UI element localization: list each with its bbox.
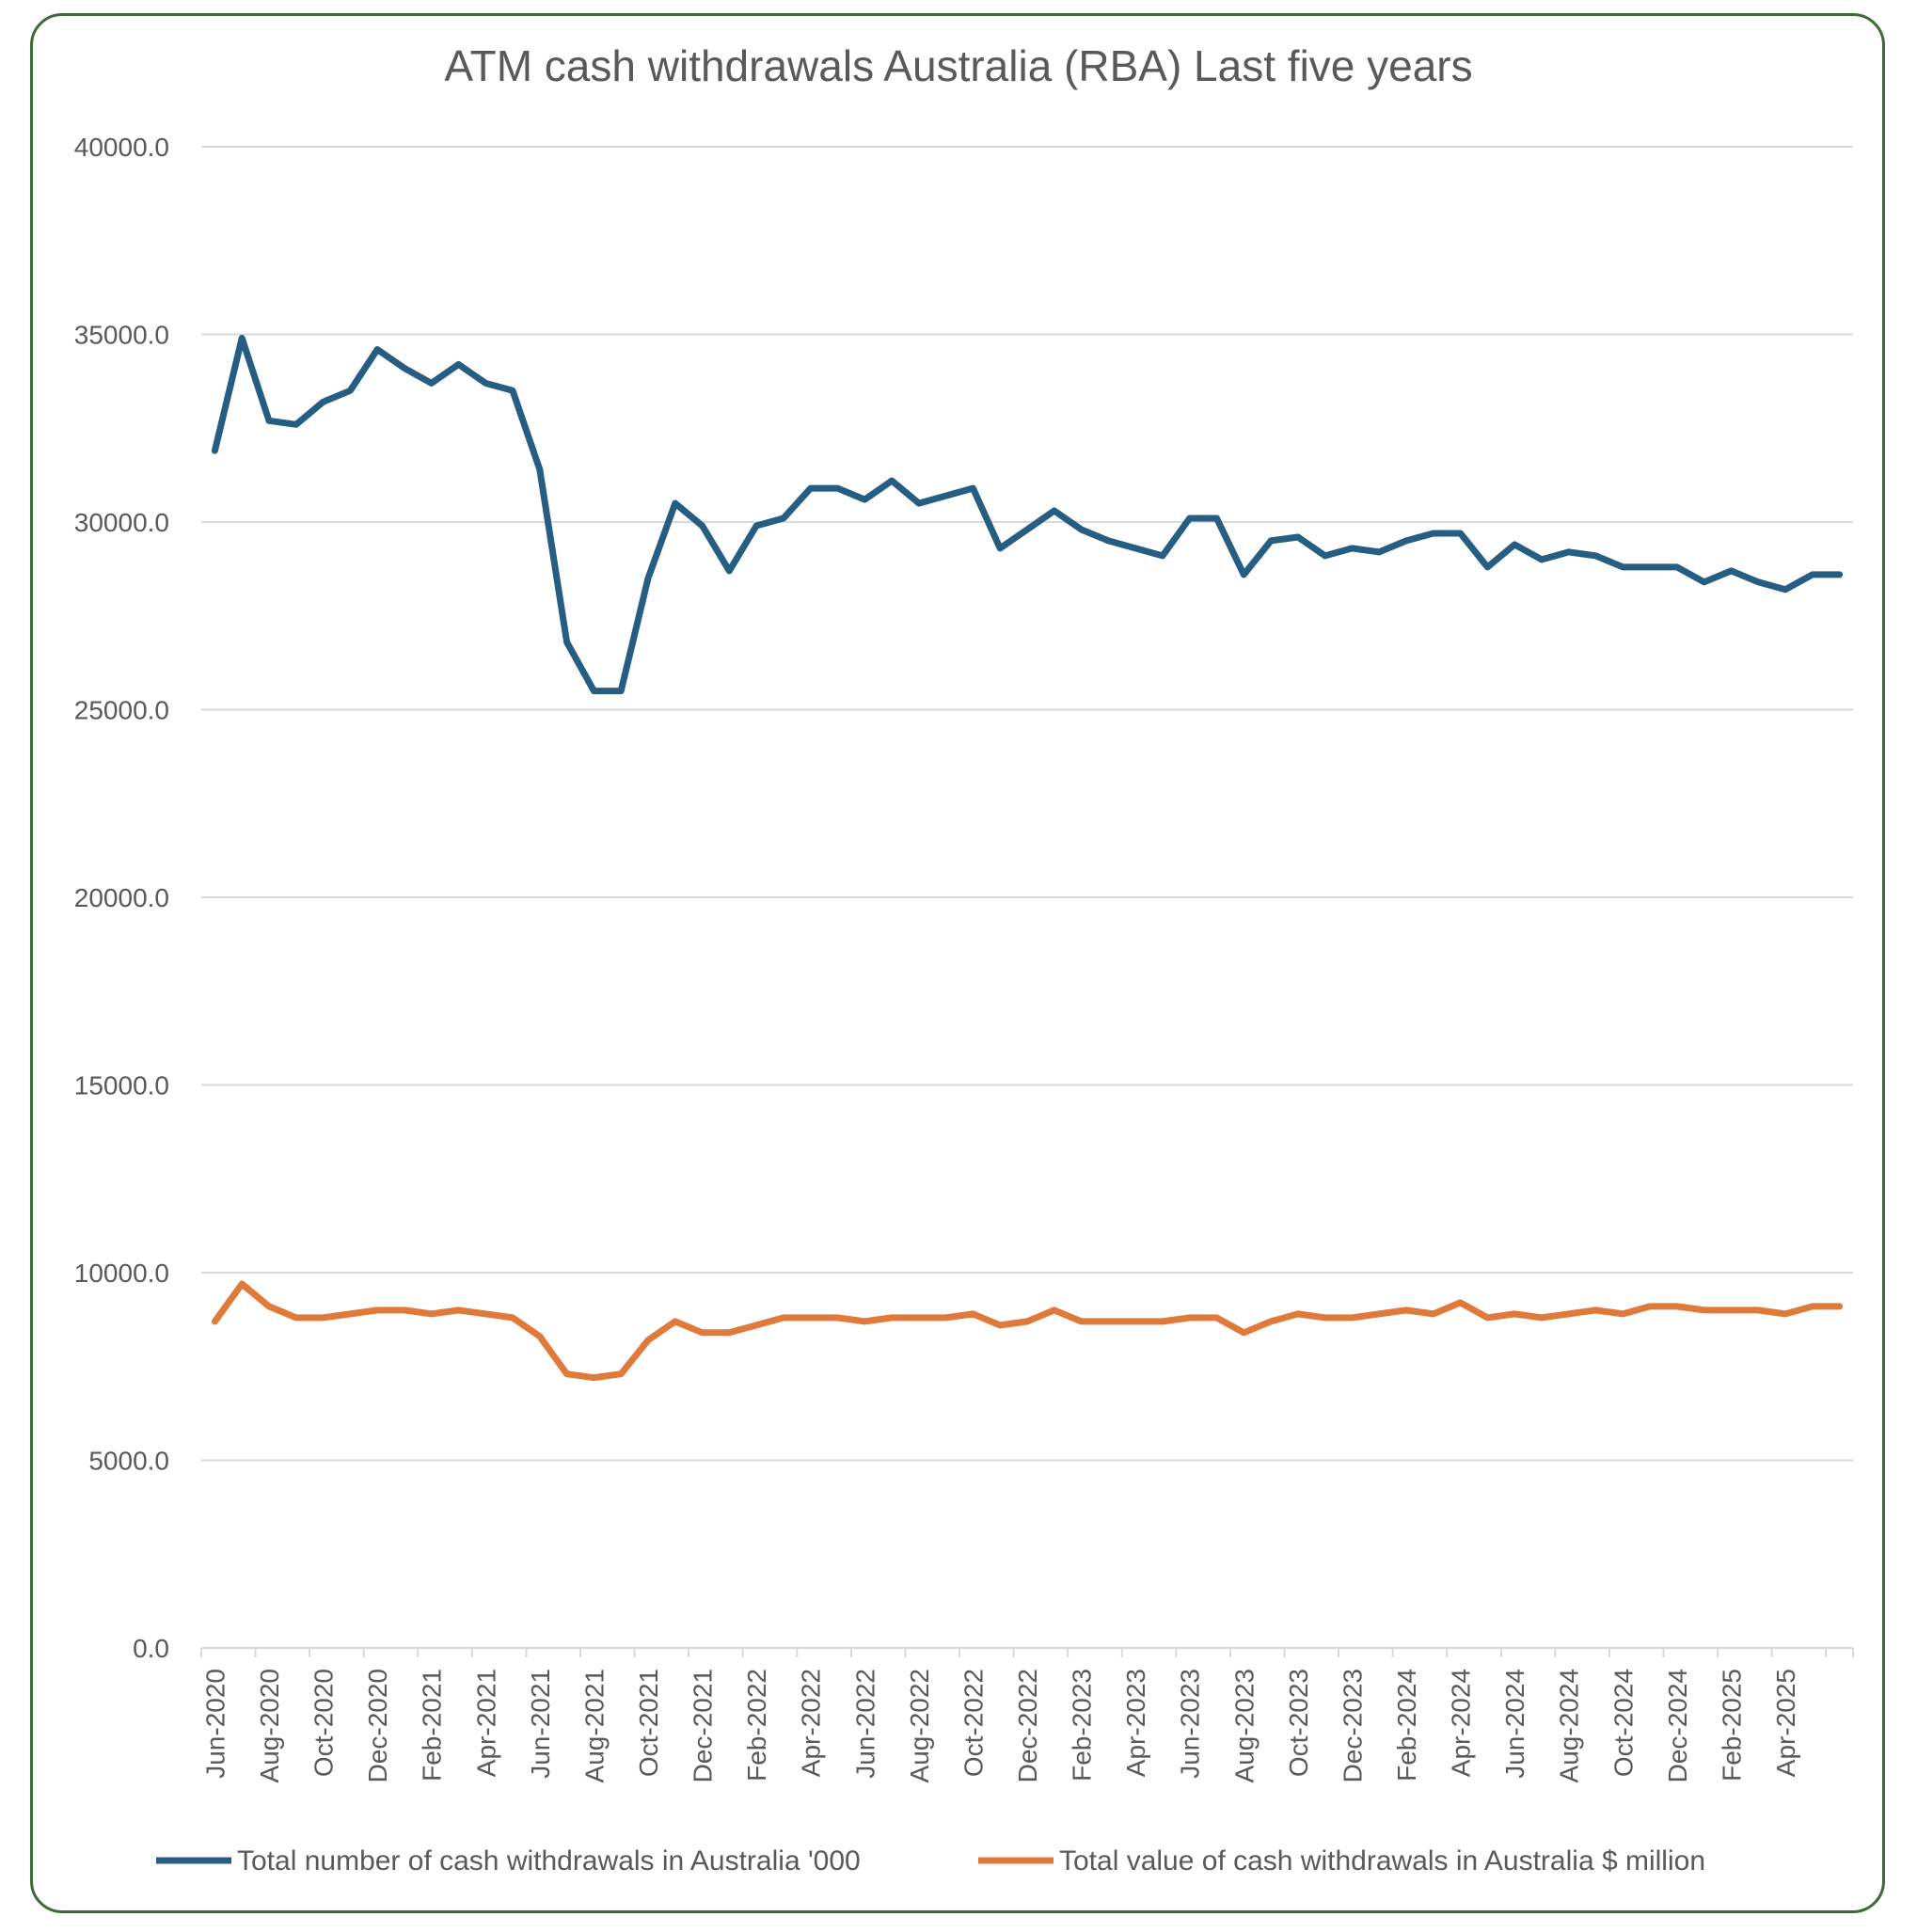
x-tick-label: Apr-2025 bbox=[1771, 1669, 1800, 1777]
series-line-value bbox=[211, 1280, 1844, 1382]
x-tick-label: Dec-2020 bbox=[363, 1669, 392, 1782]
legend-label: Total number of cash withdrawals in Aust… bbox=[237, 1845, 861, 1877]
y-tick-label: 15000.0 bbox=[74, 1071, 169, 1101]
x-tick-label: Jun-2020 bbox=[200, 1669, 230, 1779]
x-tick-label: Oct-2023 bbox=[1284, 1669, 1313, 1777]
y-tick-label: 0.0 bbox=[133, 1634, 169, 1663]
x-tick-label: Oct-2024 bbox=[1608, 1669, 1638, 1777]
x-tick-label: Oct-2022 bbox=[958, 1669, 988, 1777]
y-tick-label: 10000.0 bbox=[74, 1259, 169, 1288]
x-tick-label: Oct-2021 bbox=[634, 1669, 663, 1777]
x-tick-label: Jun-2023 bbox=[1176, 1669, 1205, 1779]
x-tick-label: Dec-2023 bbox=[1338, 1669, 1367, 1782]
x-tick-label: Feb-2025 bbox=[1717, 1669, 1746, 1782]
gridlines bbox=[200, 146, 1854, 1657]
legend: Total number of cash withdrawals in Aust… bbox=[156, 1845, 1705, 1877]
x-tick-label: Apr-2024 bbox=[1447, 1669, 1476, 1777]
x-tick-label: Aug-2021 bbox=[579, 1669, 609, 1782]
chart-frame bbox=[30, 13, 1885, 1913]
x-tick-label: Apr-2023 bbox=[1121, 1669, 1150, 1777]
chart-title: ATM cash withdrawals Australia (RBA) Las… bbox=[444, 41, 1472, 90]
legend-label: Total value of cash withdrawals in Austr… bbox=[1059, 1845, 1705, 1877]
x-tick-label: Aug-2022 bbox=[905, 1669, 934, 1782]
x-tick-label: Jun-2022 bbox=[850, 1669, 879, 1779]
y-tick-label: 5000.0 bbox=[88, 1447, 169, 1476]
x-tick-label: Jun-2021 bbox=[526, 1669, 555, 1779]
y-tick-label: 35000.0 bbox=[74, 321, 169, 350]
x-tick-label: Jun-2024 bbox=[1500, 1669, 1529, 1779]
series-lines bbox=[211, 335, 1844, 1382]
x-tick-label: Oct-2020 bbox=[309, 1669, 339, 1777]
y-axis-ticks: 0.0 5000.0 10000.0 15000.0 20000.0 25000.0 300… bbox=[74, 133, 169, 1663]
y-tick-label: 40000.0 bbox=[74, 133, 169, 162]
x-tick-label: Feb-2024 bbox=[1392, 1669, 1421, 1782]
x-tick-label: Aug-2023 bbox=[1229, 1669, 1259, 1782]
x-tick-label: Feb-2022 bbox=[742, 1669, 771, 1782]
x-tick-label: Dec-2021 bbox=[689, 1669, 718, 1782]
x-axis-ticks: Jun-2020 Aug-2020 Oct-2020 Dec-2020 Feb-2021… bbox=[200, 1669, 1800, 1782]
y-tick-label: 25000.0 bbox=[74, 696, 169, 725]
x-tick-label: Feb-2023 bbox=[1068, 1669, 1097, 1782]
x-tick-label: Dec-2024 bbox=[1663, 1669, 1692, 1782]
x-tick-label: Aug-2024 bbox=[1555, 1669, 1584, 1782]
x-tick-label: Dec-2022 bbox=[1013, 1669, 1042, 1782]
y-tick-label: 20000.0 bbox=[74, 883, 169, 912]
x-tick-label: Apr-2021 bbox=[471, 1669, 500, 1777]
x-tick-label: Aug-2020 bbox=[255, 1669, 284, 1782]
y-tick-label: 30000.0 bbox=[74, 508, 169, 537]
series-line-number bbox=[211, 335, 1844, 695]
x-tick-label: Apr-2022 bbox=[797, 1669, 826, 1777]
x-tick-label: Feb-2021 bbox=[418, 1669, 447, 1782]
